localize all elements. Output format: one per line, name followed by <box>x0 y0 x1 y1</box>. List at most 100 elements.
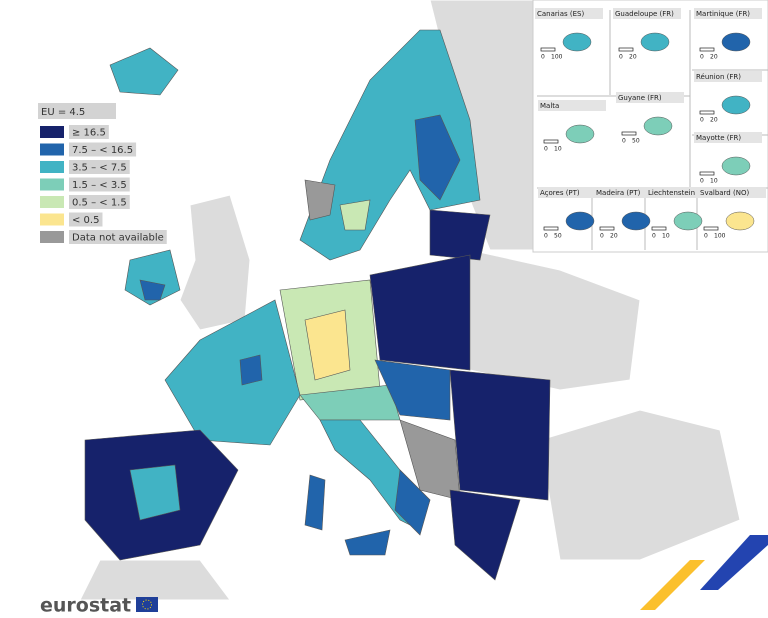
inset-label: Svalbard (NO) <box>700 189 749 197</box>
inset-label-bg <box>616 92 684 103</box>
scale-bar <box>543 226 559 231</box>
inset-label: Liechtenstein <box>648 189 695 197</box>
inset-label-bg <box>538 100 606 111</box>
legend-swatch <box>40 231 64 243</box>
inset-label: Guadeloupe (FR) <box>615 10 674 18</box>
scale-label: 50 <box>554 233 562 240</box>
scale-label: 0 <box>541 54 545 61</box>
scale-label: 20 <box>710 117 718 124</box>
legend-label: Data not available <box>72 233 164 244</box>
scale-label: 0 <box>600 233 604 240</box>
scale-label: 100 <box>551 54 563 61</box>
legend-label: < 0.5 <box>72 215 99 226</box>
scale-label: 20 <box>610 233 618 240</box>
inset-shape <box>725 211 755 231</box>
legend-label-bg <box>69 177 130 192</box>
scale-bar <box>540 47 556 52</box>
scale-bar <box>699 47 715 52</box>
legend-label-bg <box>69 125 109 139</box>
inset-label-bg <box>694 71 762 82</box>
inset-label-bg <box>646 187 714 198</box>
legend-label-bg <box>69 160 130 174</box>
inset-shape <box>643 116 673 136</box>
scale-bar <box>703 226 719 231</box>
scale-label: 0 <box>622 138 626 145</box>
decor-stripe <box>640 560 705 610</box>
legend-swatch <box>40 126 64 138</box>
inset-shape <box>721 156 751 176</box>
inset-shape <box>721 32 751 52</box>
scale-label: 0 <box>544 233 548 240</box>
scale-bar <box>699 110 715 115</box>
inset-label: Madeira (PT) <box>596 189 641 197</box>
inset-shape <box>565 211 595 231</box>
legend-label: 1.5 – < 3.5 <box>72 180 127 191</box>
legend-label: 7.5 – < 16.5 <box>72 145 133 156</box>
scale-label: 10 <box>662 233 670 240</box>
scale-label: 0 <box>652 233 656 240</box>
inset-label: Açores (PT) <box>540 189 580 197</box>
inset-shape <box>640 32 670 52</box>
eu-stars <box>142 599 152 610</box>
regions <box>84 29 551 581</box>
legend-title: EU = 4.5 <box>41 107 85 118</box>
inset-label-bg <box>535 8 603 19</box>
legend-label-bg <box>69 230 167 244</box>
legend: EU = 4.5 ≥ 16.5 7.5 – < 16.5 3.5 – < 7.5 1.… <box>38 103 167 244</box>
eu-flag <box>136 597 158 612</box>
legend-swatch <box>40 213 64 226</box>
inset-shape <box>565 124 595 144</box>
legend-swatch <box>40 143 64 156</box>
scale-label: 20 <box>629 54 637 61</box>
legend-label-bg <box>69 212 103 227</box>
scale-bar <box>651 226 667 231</box>
inset-label: Réunion (FR) <box>696 73 741 81</box>
legend-label-bg <box>69 195 130 209</box>
scale-label: 0 <box>700 54 704 61</box>
decor-stripe <box>700 535 768 590</box>
scale-label: 100 <box>714 233 726 240</box>
scale-bar <box>621 131 637 136</box>
scale-label: 0 <box>544 146 548 153</box>
scale-label: 0 <box>700 178 704 185</box>
inset-label: Martinique (FR) <box>696 10 750 18</box>
legend-title-bg <box>38 103 116 119</box>
legend-label-bg <box>69 142 137 157</box>
inset-label-bg <box>694 8 762 19</box>
scale-bar <box>618 47 634 52</box>
inset-label-bg <box>694 132 762 143</box>
inset-label: Canarias (ES) <box>537 10 584 18</box>
background-land <box>79 0 741 601</box>
inset-shape <box>621 211 651 231</box>
scale-label: 10 <box>710 178 718 185</box>
scale-label: 0 <box>704 233 708 240</box>
inset-label: Guyane (FR) <box>618 94 662 102</box>
inset-label-bg <box>613 8 681 19</box>
scale-label: 0 <box>700 117 704 124</box>
brand: eurostat <box>40 595 131 617</box>
inset-label-bg <box>594 187 662 198</box>
legend-swatch <box>40 196 64 208</box>
inset-label: Malta <box>540 102 559 110</box>
inset-label-bg <box>538 187 606 198</box>
scale-bar <box>699 171 715 176</box>
scale-label: 10 <box>554 146 562 153</box>
scale-label: 0 <box>619 54 623 61</box>
scale-bar <box>543 139 559 144</box>
inset-shape <box>562 32 592 52</box>
legend-label: 0.5 – < 1.5 <box>72 198 127 209</box>
scale-label: 20 <box>710 54 718 61</box>
inset-shape <box>721 95 751 115</box>
legend-swatch <box>40 178 64 191</box>
legend-label: ≥ 16.5 <box>72 128 106 139</box>
scale-bar <box>599 226 615 231</box>
legend-label: 3.5 – < 7.5 <box>72 163 127 174</box>
inset-label: Mayotte (FR) <box>696 134 741 142</box>
inset-label-bg <box>698 187 766 198</box>
scale-label: 50 <box>632 138 640 145</box>
inset-shape <box>673 211 703 231</box>
legend-swatch <box>40 161 64 173</box>
